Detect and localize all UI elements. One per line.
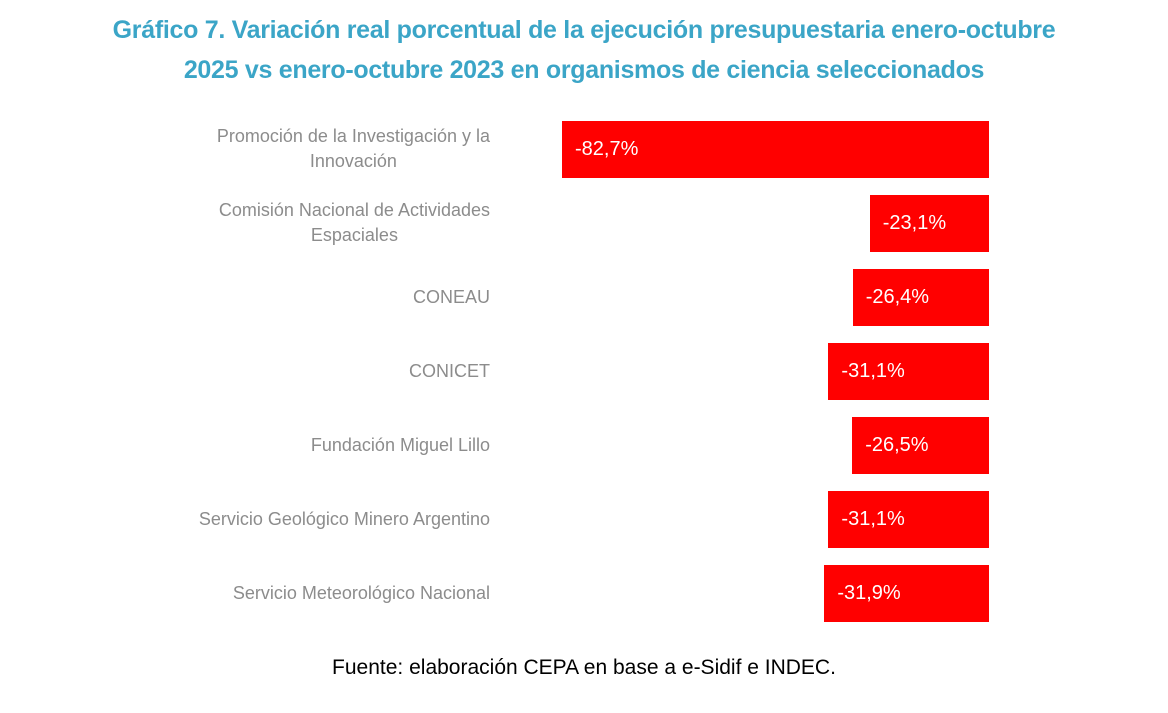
bar-area: -82,7% bbox=[562, 112, 989, 186]
category-label: Fundación Miguel Lillo bbox=[310, 434, 490, 455]
category-label: Comisión Nacional de Actividades Espacia… bbox=[218, 200, 490, 245]
bar: -31,1% bbox=[828, 342, 989, 400]
source-note: Fuente: elaboración CEPA en base a e-Sid… bbox=[332, 656, 836, 679]
bar-area: -23,1% bbox=[562, 186, 989, 260]
bar-value-label: -26,5% bbox=[865, 433, 929, 456]
bar-area: -31,9% bbox=[562, 556, 989, 630]
chart-row: Promoción de la Investigación y la Innov… bbox=[0, 112, 1168, 186]
category-label-cell: Servicio Geológico Minero Argentino bbox=[0, 482, 490, 556]
category-label: CONEAU bbox=[412, 286, 490, 307]
chart-row: CONEAU -26,4% bbox=[0, 260, 1168, 334]
bar: -31,9% bbox=[824, 564, 989, 622]
category-label-cell: CONEAU bbox=[0, 260, 490, 334]
chart-row: CONICET -31,1% bbox=[0, 334, 1168, 408]
category-label: CONICET bbox=[409, 360, 490, 381]
category-label-cell: Promoción de la Investigación y la Innov… bbox=[0, 112, 490, 186]
category-label: Servicio Geológico Minero Argentino bbox=[198, 508, 490, 529]
bar-area: -31,1% bbox=[562, 334, 989, 408]
category-label-cell: CONICET bbox=[0, 334, 490, 408]
category-label-cell: Servicio Meteorológico Nacional bbox=[0, 556, 490, 630]
bar-value-label: -31,1% bbox=[841, 359, 905, 382]
bar: -31,1% bbox=[828, 490, 989, 548]
bar-value-label: -82,7% bbox=[575, 137, 639, 160]
bar-value-label: -31,1% bbox=[841, 507, 905, 530]
bar: -26,4% bbox=[852, 268, 989, 326]
chart-row: Servicio Geológico Minero Argentino -31,1… bbox=[0, 482, 1168, 556]
category-label: Servicio Meteorológico Nacional bbox=[232, 582, 490, 603]
bar: -23,1% bbox=[869, 194, 989, 252]
category-label-cell: Comisión Nacional de Actividades Espacia… bbox=[0, 186, 490, 260]
bar-area: -26,5% bbox=[562, 408, 989, 482]
bar-area: -26,4% bbox=[562, 260, 989, 334]
bar-value-label: -26,4% bbox=[865, 285, 930, 308]
bar: -82,7% bbox=[562, 120, 989, 178]
bar-value-label: -23,1% bbox=[882, 211, 947, 234]
chart-title: Gráfico 7. Variación real porcentual de … bbox=[112, 16, 1056, 84]
bar: -26,5% bbox=[852, 416, 989, 474]
chart-row: Servicio Meteorológico Nacional -31,9% bbox=[0, 556, 1168, 630]
category-label: Promoción de la Investigación y la Innov… bbox=[216, 126, 490, 171]
chart-row: Fundación Miguel Lillo -26,5% bbox=[0, 408, 1168, 482]
bar-area: -31,1% bbox=[562, 482, 989, 556]
bar-value-label: -31,9% bbox=[837, 581, 901, 604]
chart-row: Comisión Nacional de Actividades Espacia… bbox=[0, 186, 1168, 260]
bar-chart: Promoción de la Investigación y la Innov… bbox=[0, 112, 1168, 630]
category-label-cell: Fundación Miguel Lillo bbox=[0, 408, 490, 482]
